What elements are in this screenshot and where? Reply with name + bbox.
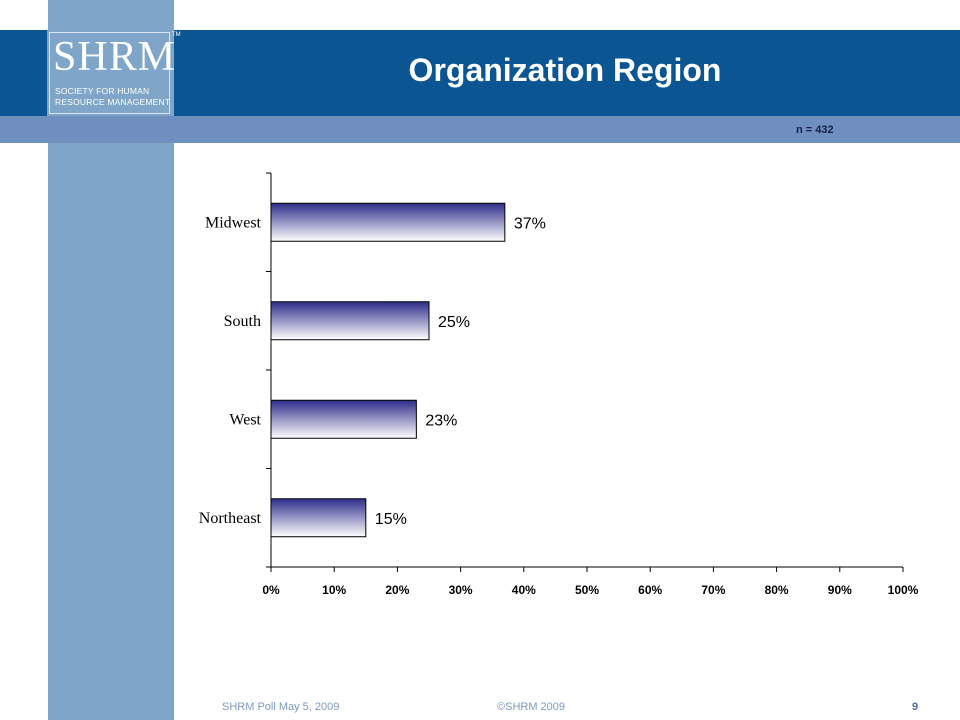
x-tick-label: 30%	[449, 583, 473, 597]
x-tick-label: 50%	[575, 583, 599, 597]
x-tick-label: 0%	[262, 583, 280, 597]
bar	[270, 202, 506, 242]
page-title: Organization Region	[408, 52, 722, 88]
logo-tagline-line2: RESOURCE MANAGEMENT	[55, 97, 171, 107]
x-tick-label: 10%	[322, 583, 346, 597]
y-category-label: Northeast	[199, 510, 262, 527]
shrm-logo: SHRM TM SOCIETY FOR HUMAN RESOURCE MANAG…	[47, 30, 181, 116]
logo-wordmark: SHRM	[53, 34, 177, 80]
sub-header-band	[0, 116, 960, 143]
bar-value-label: 15%	[375, 511, 407, 528]
bar-value-label: 25%	[438, 314, 470, 331]
footer-poll-date: SHRM Poll May 5, 2009	[222, 701, 340, 713]
footer-copyright: ©SHRM 2009	[497, 701, 566, 713]
bar-value-label: 37%	[514, 215, 546, 232]
y-category-label: South	[224, 313, 261, 330]
bar	[270, 498, 367, 538]
x-tick-label: 20%	[385, 583, 409, 597]
logo-frame	[49, 32, 170, 114]
bar-value-label: 23%	[425, 412, 457, 429]
bar	[270, 301, 430, 341]
x-tick-label: 100%	[888, 583, 919, 597]
x-tick-label: 80%	[765, 583, 789, 597]
logo-trademark: TM	[172, 32, 181, 38]
x-tick-label: 40%	[512, 583, 536, 597]
x-tick-label: 90%	[828, 583, 852, 597]
x-tick-label: 70%	[701, 583, 725, 597]
y-category-label: West	[229, 411, 261, 428]
page-number: 9	[912, 701, 919, 713]
sample-size-label: n = 432	[796, 124, 834, 136]
logo-tagline-line1: SOCIETY FOR HUMAN	[55, 86, 150, 96]
y-category-label: Midwest	[205, 214, 262, 231]
x-tick-label: 60%	[638, 583, 662, 597]
bar	[270, 399, 417, 439]
